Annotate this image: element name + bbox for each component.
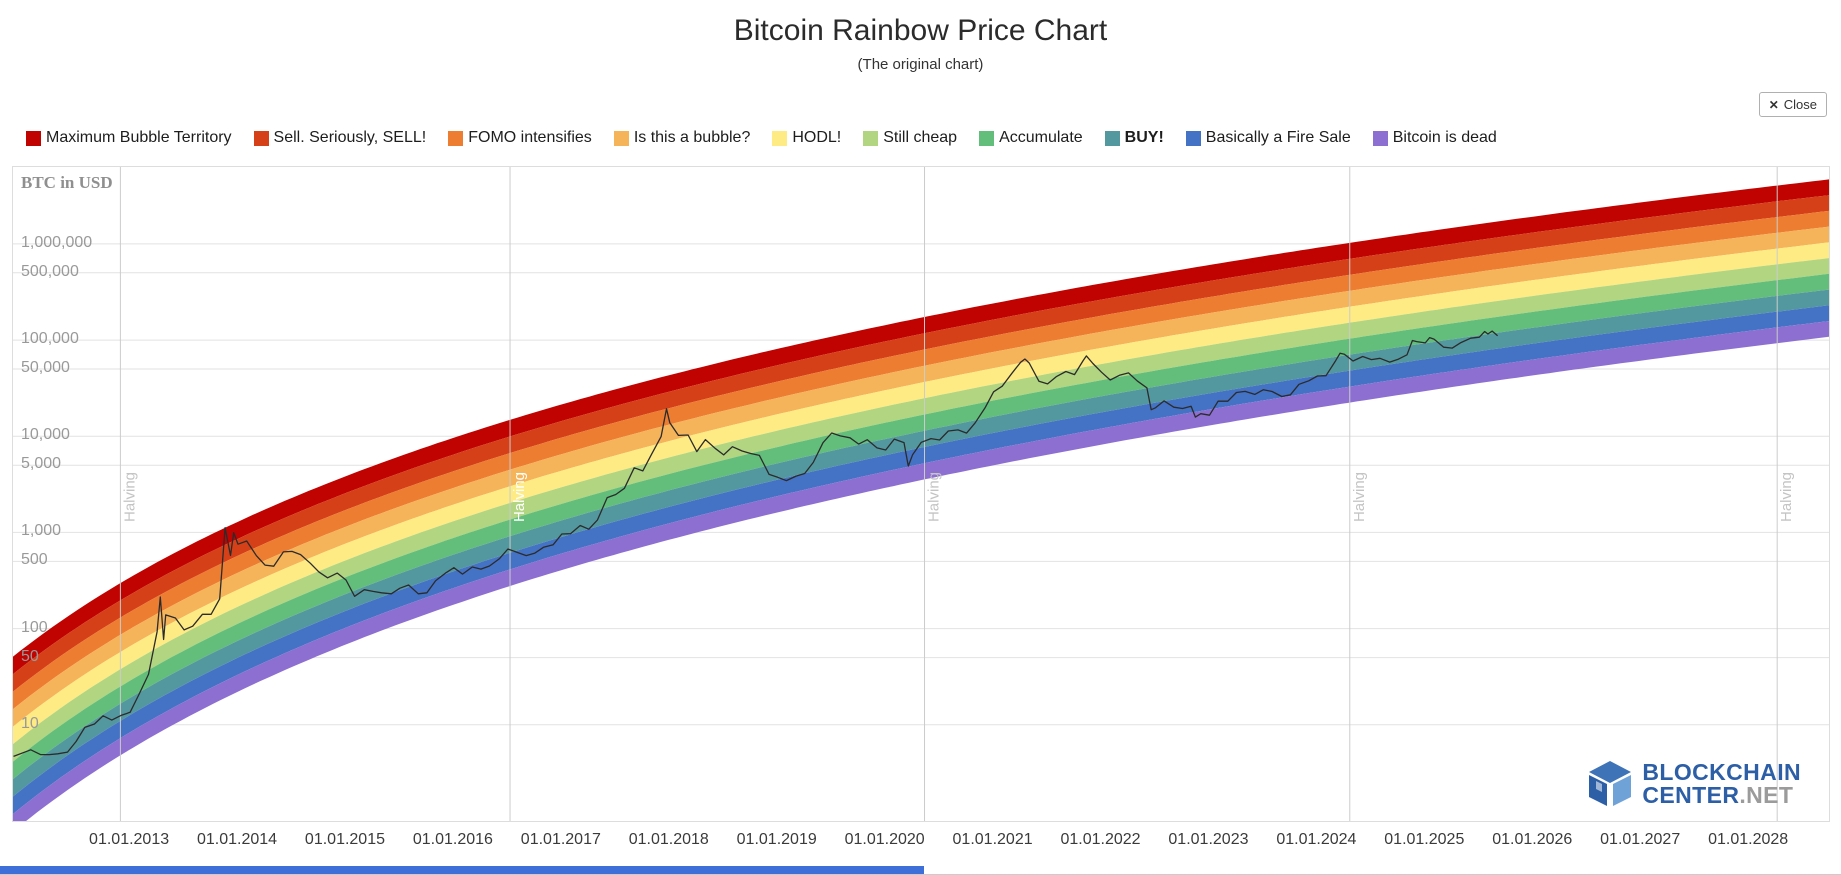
halving-label: Halving [926, 472, 943, 522]
legend-swatch [1185, 130, 1201, 146]
blockchaincenter-cube-icon [1589, 761, 1632, 806]
x-tick-label: 01.01.2015 [304, 831, 385, 848]
legend-item[interactable]: Bitcoin is dead [1372, 129, 1497, 147]
legend-label: Maximum Bubble Territory [46, 129, 232, 146]
legend-label: HODL! [792, 129, 842, 146]
legend-item[interactable]: Sell. Seriously, SELL! [253, 129, 427, 147]
legend-swatch [772, 130, 788, 146]
logo-line1: BLOCKCHAIN [1642, 758, 1801, 785]
x-tick-label: 01.01.2020 [844, 831, 925, 848]
legend: Maximum Bubble Territory Sell. Seriously,… [26, 129, 1825, 147]
legend-swatch [448, 130, 464, 146]
price-line [13, 330, 1499, 758]
legend-item[interactable]: Is this a bubble? [613, 129, 751, 147]
legend-item[interactable]: HODL! [772, 129, 841, 147]
x-tick-label: 01.01.2026 [1492, 831, 1573, 848]
legend-label: FOMO intensifies [468, 129, 592, 146]
legend-swatch [253, 130, 269, 146]
page-subtitle: (The original chart) [857, 56, 984, 73]
logo-line2: CENTER.NET [1642, 782, 1801, 808]
x-tick-label: 01.01.2016 [412, 831, 493, 848]
x-tick-label: 01.01.2024 [1276, 831, 1357, 848]
x-tick-label: 01.01.2014 [196, 831, 278, 848]
legend-label: Basically a Fire Sale [1205, 129, 1351, 146]
legend-item[interactable]: Accumulate [979, 129, 1083, 147]
halving-label: Halving [1351, 472, 1368, 522]
close-button[interactable]: ✕ Close [1758, 92, 1827, 117]
y-axis-title: BTC in USD [21, 173, 113, 192]
logo-line2-net: .NET [1739, 782, 1794, 808]
x-tick-label: 01.01.2028 [1708, 831, 1789, 848]
x-tick-label: 01.01.2017 [520, 831, 601, 848]
x-tick-label: 01.01.2013 [89, 831, 170, 848]
legend-label: Bitcoin is dead [1392, 129, 1497, 146]
x-tick-label: 01.01.2019 [736, 831, 817, 848]
bottom-blue-bar[interactable] [0, 866, 924, 874]
x-tick-label: 01.01.2018 [628, 831, 709, 848]
legend-label: Still cheap [883, 129, 958, 146]
x-tick-label: 01.01.2027 [1600, 831, 1681, 848]
close-icon: ✕ [1768, 97, 1779, 112]
logo-line2-center: CENTER [1642, 782, 1740, 808]
legend-swatch [613, 130, 629, 146]
page-title: Bitcoin Rainbow Price Chart [733, 14, 1108, 47]
rainbow-chart-svg: Halving Halving Halving Halving Halving [13, 167, 1829, 821]
legend-item[interactable]: Basically a Fire Sale [1185, 129, 1351, 147]
legend-label: Accumulate [999, 129, 1083, 146]
legend-item[interactable]: Maximum Bubble Territory [26, 129, 232, 147]
x-tick-label: 01.01.2025 [1384, 831, 1465, 848]
x-tick-label: 01.01.2023 [1168, 831, 1249, 848]
halving-label: Halving [511, 472, 528, 522]
legend-swatch [863, 130, 879, 146]
chart-plot-area: Halving Halving Halving Halving Halving BTC … [12, 166, 1830, 822]
legend-label: Sell. Seriously, SELL! [273, 129, 427, 146]
legend-swatch [979, 130, 995, 146]
close-label: Close [1783, 97, 1817, 112]
x-axis-labels: 01.01.2013 01.01.2014 01.01.2015 01.01.2016… [0, 831, 1841, 853]
legend-item[interactable]: BUY! [1104, 129, 1164, 147]
halving-label: Halving [1778, 472, 1795, 522]
legend-label: BUY! [1124, 129, 1164, 146]
legend-item[interactable]: FOMO intensifies [448, 129, 592, 147]
logo-text: BLOCKCHAIN CENTER.NET [1642, 758, 1801, 808]
legend-swatch [1104, 130, 1120, 146]
blockchaincenter-logo[interactable]: BLOCKCHAIN CENTER.NET [1586, 759, 1801, 809]
halving-label: Halving [121, 472, 138, 522]
x-tick-label: 01.01.2021 [952, 831, 1033, 848]
legend-label: Is this a bubble? [633, 129, 751, 146]
legend-swatch [1372, 130, 1388, 146]
legend-swatch [26, 130, 41, 146]
x-tick-label: 01.01.2022 [1060, 831, 1141, 848]
legend-item[interactable]: Still cheap [863, 129, 957, 147]
